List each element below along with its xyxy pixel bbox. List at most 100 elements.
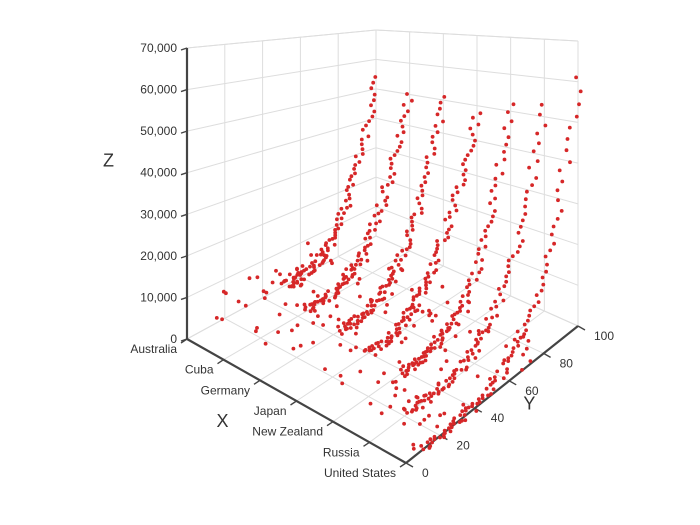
data-point-new-zealand[interactable] bbox=[488, 201, 492, 206]
data-point-japan[interactable] bbox=[463, 168, 468, 173]
data-point-japan[interactable] bbox=[408, 306, 412, 311]
data-point-japan[interactable] bbox=[463, 178, 467, 183]
data-point-new-zealand[interactable] bbox=[465, 285, 469, 290]
data-point-united-states[interactable] bbox=[551, 224, 556, 229]
data-point-australia[interactable] bbox=[299, 277, 304, 282]
data-point-australia[interactable] bbox=[304, 267, 309, 271]
data-point-germany[interactable] bbox=[319, 298, 324, 302]
data-point-united-states[interactable] bbox=[559, 209, 564, 213]
data-point-japan[interactable] bbox=[447, 210, 452, 215]
data-point-japan[interactable] bbox=[435, 246, 439, 251]
data-point-germany[interactable] bbox=[371, 308, 376, 312]
data-point-russia[interactable] bbox=[420, 405, 425, 410]
data-point-new-zealand[interactable] bbox=[423, 358, 428, 363]
data-point-cuba[interactable] bbox=[401, 103, 406, 107]
data-point-new-zealand[interactable] bbox=[467, 282, 472, 287]
data-point-russia[interactable] bbox=[480, 330, 485, 335]
data-point-japan[interactable] bbox=[455, 190, 460, 195]
data-point-united-states[interactable] bbox=[567, 125, 572, 130]
data-point-united-states[interactable] bbox=[564, 148, 569, 153]
data-point-japan[interactable] bbox=[423, 290, 428, 295]
data-point-germany[interactable] bbox=[340, 332, 344, 336]
data-point-germany[interactable] bbox=[408, 242, 413, 246]
data-point-germany[interactable] bbox=[390, 292, 394, 296]
data-point-new-zealand[interactable] bbox=[460, 303, 465, 308]
data-point-cuba[interactable] bbox=[326, 289, 330, 293]
data-point-russia[interactable] bbox=[436, 382, 441, 387]
data-point-new-zealand[interactable] bbox=[340, 381, 345, 386]
data-point-japan[interactable] bbox=[450, 193, 455, 198]
data-point-australia[interactable] bbox=[264, 290, 269, 295]
data-point-australia[interactable] bbox=[322, 253, 327, 258]
data-point-new-zealand[interactable] bbox=[489, 219, 494, 224]
data-point-australia[interactable] bbox=[312, 268, 317, 273]
data-point-russia[interactable] bbox=[464, 365, 469, 370]
data-point-new-zealand[interactable] bbox=[439, 328, 444, 333]
data-point-germany[interactable] bbox=[391, 269, 396, 274]
data-point-united-states[interactable] bbox=[515, 329, 520, 334]
data-point-germany[interactable] bbox=[409, 215, 414, 220]
data-point-australia[interactable] bbox=[295, 279, 299, 284]
data-point-united-states[interactable] bbox=[427, 413, 431, 418]
data-point-australia[interactable] bbox=[367, 119, 371, 123]
data-point-united-states[interactable] bbox=[461, 402, 466, 407]
data-point-japan[interactable] bbox=[425, 271, 430, 275]
data-point-new-zealand[interactable] bbox=[452, 312, 457, 317]
data-point-russia[interactable] bbox=[439, 367, 443, 372]
data-point-new-zealand[interactable] bbox=[474, 277, 479, 282]
data-point-japan[interactable] bbox=[376, 344, 381, 349]
data-point-germany[interactable] bbox=[435, 112, 440, 117]
data-point-japan[interactable] bbox=[447, 215, 452, 219]
data-point-russia[interactable] bbox=[506, 264, 511, 269]
data-point-japan[interactable] bbox=[450, 198, 455, 202]
data-point-united-states[interactable] bbox=[536, 300, 541, 304]
data-point-japan[interactable] bbox=[428, 280, 432, 285]
data-point-russia[interactable] bbox=[431, 391, 436, 396]
data-point-australia[interactable] bbox=[329, 258, 333, 263]
data-point-new-zealand[interactable] bbox=[391, 380, 395, 385]
data-point-new-zealand[interactable] bbox=[425, 346, 430, 351]
data-point-germany[interactable] bbox=[358, 294, 362, 299]
data-point-united-states[interactable] bbox=[462, 413, 467, 417]
data-point-australia[interactable] bbox=[349, 174, 354, 179]
data-point-germany[interactable] bbox=[400, 268, 405, 273]
data-point-germany[interactable] bbox=[377, 298, 382, 302]
data-point-new-zealand[interactable] bbox=[449, 321, 454, 326]
data-point-japan[interactable] bbox=[476, 122, 481, 127]
data-point-germany[interactable] bbox=[361, 311, 366, 316]
data-point-japan[interactable] bbox=[443, 238, 447, 243]
data-point-united-states[interactable] bbox=[411, 446, 416, 451]
data-point-australia[interactable] bbox=[261, 289, 266, 294]
data-point-new-zealand[interactable] bbox=[476, 247, 481, 252]
data-point-united-states[interactable] bbox=[438, 413, 442, 418]
data-point-japan[interactable] bbox=[373, 353, 378, 357]
data-point-germany[interactable] bbox=[348, 321, 353, 326]
data-point-germany[interactable] bbox=[384, 284, 388, 288]
data-point-australia[interactable] bbox=[324, 241, 328, 246]
data-point-australia[interactable] bbox=[334, 223, 339, 227]
data-point-australia[interactable] bbox=[325, 246, 330, 251]
data-point-japan[interactable] bbox=[367, 345, 372, 350]
data-point-new-zealand[interactable] bbox=[476, 251, 481, 256]
data-point-united-states[interactable] bbox=[524, 346, 529, 351]
data-point-new-zealand[interactable] bbox=[428, 349, 433, 354]
data-point-cuba[interactable] bbox=[367, 229, 372, 233]
data-point-new-zealand[interactable] bbox=[470, 271, 474, 276]
data-point-cuba[interactable] bbox=[341, 272, 345, 277]
data-point-united-states[interactable] bbox=[527, 313, 532, 318]
data-point-cuba[interactable] bbox=[385, 195, 390, 200]
data-point-japan[interactable] bbox=[447, 227, 451, 232]
data-point-united-states[interactable] bbox=[524, 328, 528, 333]
data-point-russia[interactable] bbox=[474, 337, 478, 342]
data-point-russia[interactable] bbox=[443, 348, 448, 353]
data-point-japan[interactable] bbox=[410, 302, 415, 307]
data-point-cuba[interactable] bbox=[362, 248, 367, 253]
data-point-new-zealand[interactable] bbox=[494, 162, 499, 167]
data-point-japan[interactable] bbox=[424, 280, 428, 285]
data-point-cuba[interactable] bbox=[363, 245, 367, 250]
data-point-germany[interactable] bbox=[382, 296, 387, 301]
data-point-cuba[interactable] bbox=[354, 262, 358, 267]
data-point-australia[interactable] bbox=[319, 252, 323, 257]
data-point-new-zealand[interactable] bbox=[406, 368, 410, 373]
data-point-cuba[interactable] bbox=[397, 144, 402, 149]
